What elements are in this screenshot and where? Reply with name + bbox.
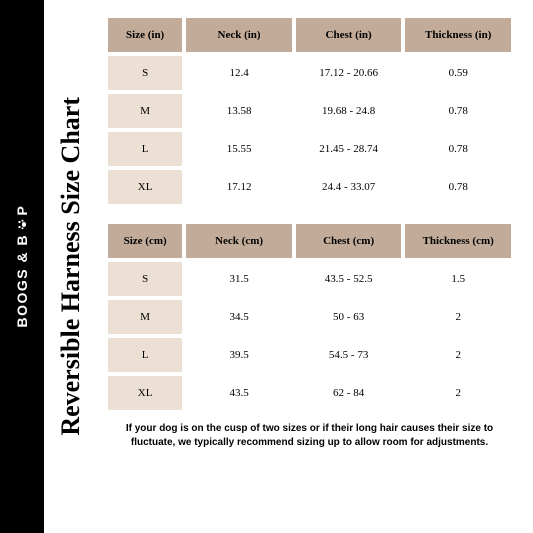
cell-chest: 54.5 - 73 bbox=[296, 338, 402, 372]
col-thickness: Thickness (cm) bbox=[405, 224, 511, 258]
col-size: Size (in) bbox=[108, 18, 182, 52]
cell-neck: 31.5 bbox=[186, 262, 292, 296]
cell-thickness: 0.78 bbox=[405, 94, 511, 128]
brand-text-1: BOOGS & B bbox=[14, 234, 30, 328]
cell-chest: 24.4 - 33.07 bbox=[296, 170, 402, 204]
cell-size: S bbox=[108, 262, 182, 296]
cell-size: M bbox=[108, 300, 182, 334]
size-table-in: Size (in) Neck (in) Chest (in) Thickness… bbox=[104, 14, 515, 208]
size-table-cm: Size (cm) Neck (cm) Chest (cm) Thickness… bbox=[104, 220, 515, 414]
cell-size: XL bbox=[108, 376, 182, 410]
cell-size: L bbox=[108, 132, 182, 166]
title-column: Reversible Harness Size Chart bbox=[44, 0, 98, 533]
cell-size: L bbox=[108, 338, 182, 372]
col-chest: Chest (in) bbox=[296, 18, 402, 52]
cell-thickness: 2 bbox=[405, 300, 511, 334]
cell-thickness: 2 bbox=[405, 338, 511, 372]
table-header-row: Size (in) Neck (in) Chest (in) Thickness… bbox=[108, 18, 511, 52]
cell-neck: 39.5 bbox=[186, 338, 292, 372]
cell-size: M bbox=[108, 94, 182, 128]
table-gap bbox=[104, 208, 515, 220]
table-row: L 15.55 21.45 - 28.74 0.78 bbox=[108, 132, 511, 166]
content-area: Size (in) Neck (in) Chest (in) Thickness… bbox=[98, 0, 533, 533]
cell-neck: 15.55 bbox=[186, 132, 292, 166]
main-area: Reversible Harness Size Chart Size (in) … bbox=[44, 0, 533, 533]
cell-thickness: 1.5 bbox=[405, 262, 511, 296]
brand-text-2: P bbox=[14, 205, 30, 216]
cell-neck: 34.5 bbox=[186, 300, 292, 334]
table-row: M 13.58 19.68 - 24.8 0.78 bbox=[108, 94, 511, 128]
table-row: XL 43.5 62 - 84 2 bbox=[108, 376, 511, 410]
cell-neck: 17.12 bbox=[186, 170, 292, 204]
table-row: S 12.4 17.12 - 20.66 0.59 bbox=[108, 56, 511, 90]
cell-chest: 19.68 - 24.8 bbox=[296, 94, 402, 128]
cell-neck: 13.58 bbox=[186, 94, 292, 128]
brand-sidebar: BOOGS & B P bbox=[0, 0, 44, 533]
col-thickness: Thickness (in) bbox=[405, 18, 511, 52]
cell-chest: 43.5 - 52.5 bbox=[296, 262, 402, 296]
table-row: S 31.5 43.5 - 52.5 1.5 bbox=[108, 262, 511, 296]
cell-size: XL bbox=[108, 170, 182, 204]
table-header-row: Size (cm) Neck (cm) Chest (cm) Thickness… bbox=[108, 224, 511, 258]
cell-neck: 43.5 bbox=[186, 376, 292, 410]
cell-size: S bbox=[108, 56, 182, 90]
cell-chest: 62 - 84 bbox=[296, 376, 402, 410]
cell-thickness: 2 bbox=[405, 376, 511, 410]
cell-thickness: 0.78 bbox=[405, 170, 511, 204]
table-row: L 39.5 54.5 - 73 2 bbox=[108, 338, 511, 372]
footnote: If your dog is on the cusp of two sizes … bbox=[104, 414, 515, 449]
col-size: Size (cm) bbox=[108, 224, 182, 258]
col-neck: Neck (cm) bbox=[186, 224, 292, 258]
cell-thickness: 0.78 bbox=[405, 132, 511, 166]
table-row: XL 17.12 24.4 - 33.07 0.78 bbox=[108, 170, 511, 204]
cell-thickness: 0.59 bbox=[405, 56, 511, 90]
col-chest: Chest (cm) bbox=[296, 224, 402, 258]
paw-icon bbox=[16, 219, 28, 231]
cell-chest: 21.45 - 28.74 bbox=[296, 132, 402, 166]
cell-chest: 50 - 63 bbox=[296, 300, 402, 334]
cell-chest: 17.12 - 20.66 bbox=[296, 56, 402, 90]
page-title: Reversible Harness Size Chart bbox=[56, 97, 86, 436]
table-row: M 34.5 50 - 63 2 bbox=[108, 300, 511, 334]
brand-name: BOOGS & B P bbox=[14, 205, 30, 327]
col-neck: Neck (in) bbox=[186, 18, 292, 52]
cell-neck: 12.4 bbox=[186, 56, 292, 90]
